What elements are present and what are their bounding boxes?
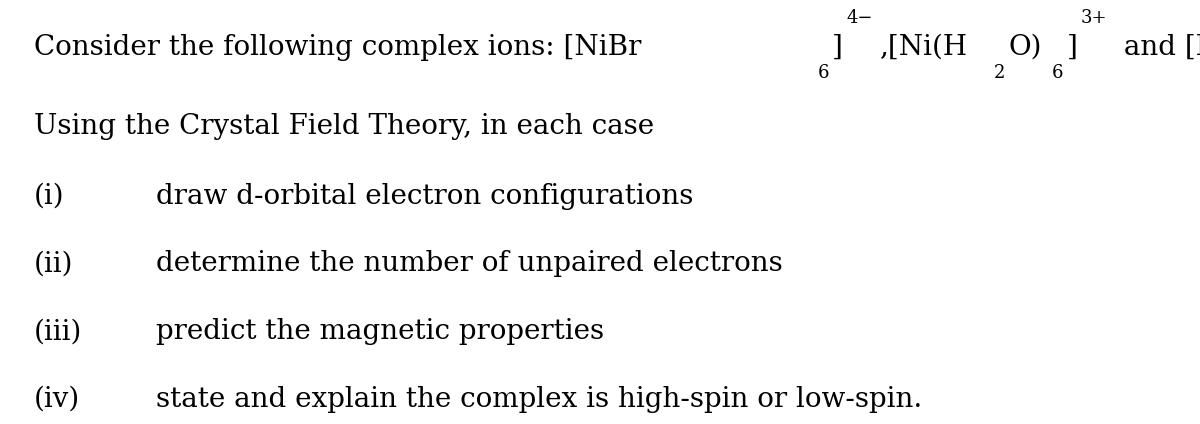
- Text: (iii): (iii): [34, 318, 82, 345]
- Text: Consider the following complex ions: [NiBr: Consider the following complex ions: [Ni…: [34, 34, 641, 61]
- Text: predict the magnetic properties: predict the magnetic properties: [156, 318, 604, 345]
- Text: Using the Crystal Field Theory, in each case: Using the Crystal Field Theory, in each …: [34, 112, 654, 139]
- Text: 6: 6: [817, 64, 829, 82]
- Text: 3+: 3+: [1081, 9, 1108, 27]
- Text: state and explain the complex is high-spin or low-spin.: state and explain the complex is high-sp…: [156, 386, 923, 413]
- Text: 4−: 4−: [846, 9, 872, 27]
- Text: ]: ]: [1067, 34, 1078, 61]
- Text: draw d-orbital electron configurations: draw d-orbital electron configurations: [156, 182, 694, 209]
- Text: and [Ni(CO): and [Ni(CO): [1115, 34, 1200, 61]
- Text: (ii): (ii): [34, 250, 73, 277]
- Text: (iv): (iv): [34, 386, 80, 413]
- Text: (i): (i): [34, 182, 65, 209]
- Text: 2: 2: [994, 64, 1006, 82]
- Text: O): O): [1008, 34, 1042, 61]
- Text: 6: 6: [1052, 64, 1063, 82]
- Text: determine the number of unpaired electrons: determine the number of unpaired electro…: [156, 250, 782, 277]
- Text: ]: ]: [832, 34, 844, 61]
- Text: ,[Ni(H: ,[Ni(H: [881, 34, 968, 61]
